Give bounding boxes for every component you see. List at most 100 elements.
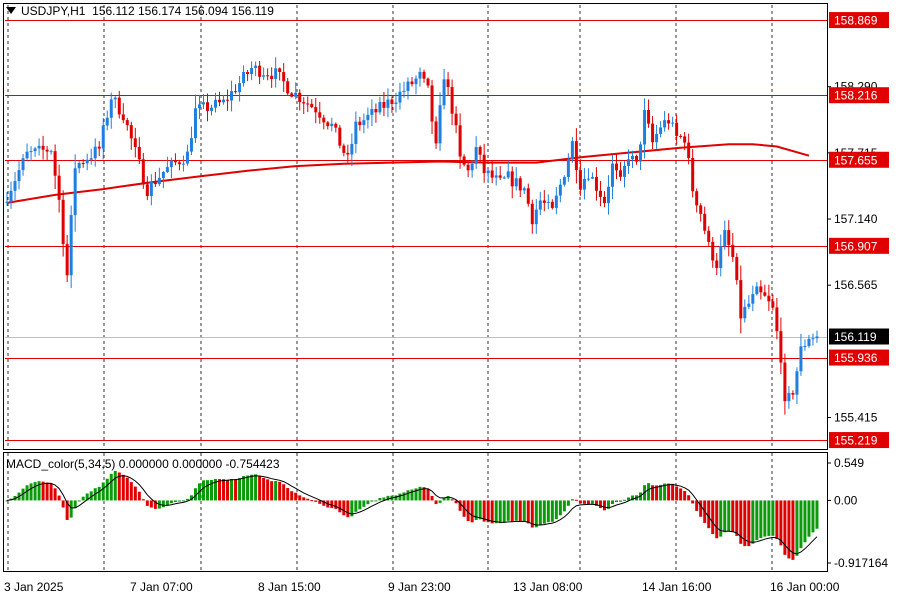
- candle-body: [222, 99, 226, 103]
- macd-bar: [534, 500, 538, 528]
- candle-body: [105, 117, 109, 126]
- candle-body: [482, 154, 486, 174]
- candle-body: [618, 170, 622, 177]
- macd-bar: [811, 500, 815, 533]
- candle-body: [390, 99, 394, 104]
- macd-bar: [627, 497, 631, 501]
- candle-body: [470, 163, 474, 171]
- candle-body: [631, 155, 635, 160]
- macd-bar: [69, 500, 73, 518]
- macd-bar: [366, 500, 370, 505]
- candle-body: [382, 101, 386, 108]
- candle-body: [691, 158, 695, 192]
- candle-body: [767, 295, 771, 302]
- candle-body: [454, 113, 458, 126]
- level-tag-box: [829, 432, 889, 449]
- candle-body: [647, 110, 651, 124]
- macd-bar: [370, 500, 374, 502]
- time-tick-label: 13 Jan 08:00: [513, 580, 583, 594]
- macd-bar: [618, 500, 622, 502]
- level-tag-box: [829, 151, 889, 168]
- macd-bar: [250, 474, 254, 501]
- candle-body: [322, 117, 326, 123]
- candle-body: [530, 203, 534, 225]
- candle-body: [242, 71, 246, 84]
- candle-body: [711, 241, 715, 261]
- candle-body: [406, 81, 410, 91]
- macd-bar: [286, 488, 290, 501]
- candle-body: [262, 75, 266, 77]
- candle-body: [290, 93, 294, 97]
- candle-body: [498, 175, 502, 178]
- macd-bar: [386, 495, 390, 501]
- macd-bar: [458, 500, 462, 511]
- candle-body: [45, 149, 49, 152]
- macd-bar: [683, 490, 687, 501]
- dropdown-triangle-icon[interactable]: [6, 7, 16, 14]
- macd-bar: [282, 484, 286, 501]
- macd-bar: [542, 500, 546, 524]
- candle-body: [474, 147, 478, 164]
- macd-bar: [558, 500, 562, 516]
- candle-body: [739, 280, 743, 319]
- candle-body: [582, 178, 586, 190]
- level-tag-label: 155.219: [834, 434, 878, 448]
- candle-body: [751, 294, 755, 304]
- candle-body: [137, 146, 141, 160]
- candle-body: [314, 107, 318, 113]
- candle-body: [334, 123, 338, 128]
- candle-body: [534, 209, 538, 225]
- macd-tick-label: 0.00: [834, 493, 858, 507]
- candle-body: [811, 338, 815, 340]
- macd-bar: [169, 500, 173, 504]
- macd-bar: [53, 488, 57, 501]
- candle-body: [117, 97, 121, 115]
- candle-body: [129, 125, 133, 139]
- candle-body: [230, 91, 234, 101]
- candle-body: [85, 159, 89, 164]
- candle-body: [546, 201, 550, 203]
- candle-body: [342, 145, 346, 153]
- macd-bar: [57, 495, 61, 501]
- macd-bar: [153, 500, 157, 509]
- candle-body: [205, 102, 209, 111]
- macd-bar: [29, 483, 33, 501]
- macd-bar: [77, 500, 81, 502]
- price-axis: 158.290157.715157.140156.565155.415158.8…: [827, 12, 889, 570]
- macd-bar: [759, 500, 763, 539]
- macd-bar: [430, 495, 434, 501]
- candle-body: [306, 103, 310, 105]
- macd-bar: [246, 475, 250, 501]
- macd-bar: [298, 495, 302, 501]
- candle-body: [101, 125, 105, 149]
- candle-body: [278, 68, 282, 73]
- macd-bar: [530, 500, 534, 528]
- candle-body: [193, 108, 197, 139]
- candle-body: [374, 109, 378, 113]
- candle-body: [149, 181, 153, 196]
- macd-bar: [306, 498, 310, 501]
- candle-body: [779, 331, 783, 363]
- macd-bar: [113, 470, 117, 501]
- macd-bar: [117, 472, 121, 501]
- macd-bar: [330, 500, 334, 509]
- candle-body: [450, 86, 454, 114]
- macd-bar: [193, 488, 197, 501]
- price-tick-label: 156.565: [834, 278, 878, 292]
- macd-bar: [374, 500, 378, 502]
- macd-bar: [623, 499, 627, 501]
- candle-body: [177, 162, 181, 165]
- time-tick-label: 14 Jan 16:00: [642, 580, 712, 594]
- macd-bar: [490, 500, 494, 524]
- candle-body: [727, 230, 731, 245]
- macd-bar: [258, 476, 262, 501]
- macd-bar: [358, 500, 362, 510]
- candle-body: [446, 79, 450, 87]
- macd-bar: [586, 500, 590, 505]
- candle-body: [554, 195, 558, 208]
- macd-bar: [214, 478, 218, 501]
- candle-body: [173, 160, 177, 163]
- candle-body: [699, 205, 703, 214]
- candle-body: [675, 122, 679, 136]
